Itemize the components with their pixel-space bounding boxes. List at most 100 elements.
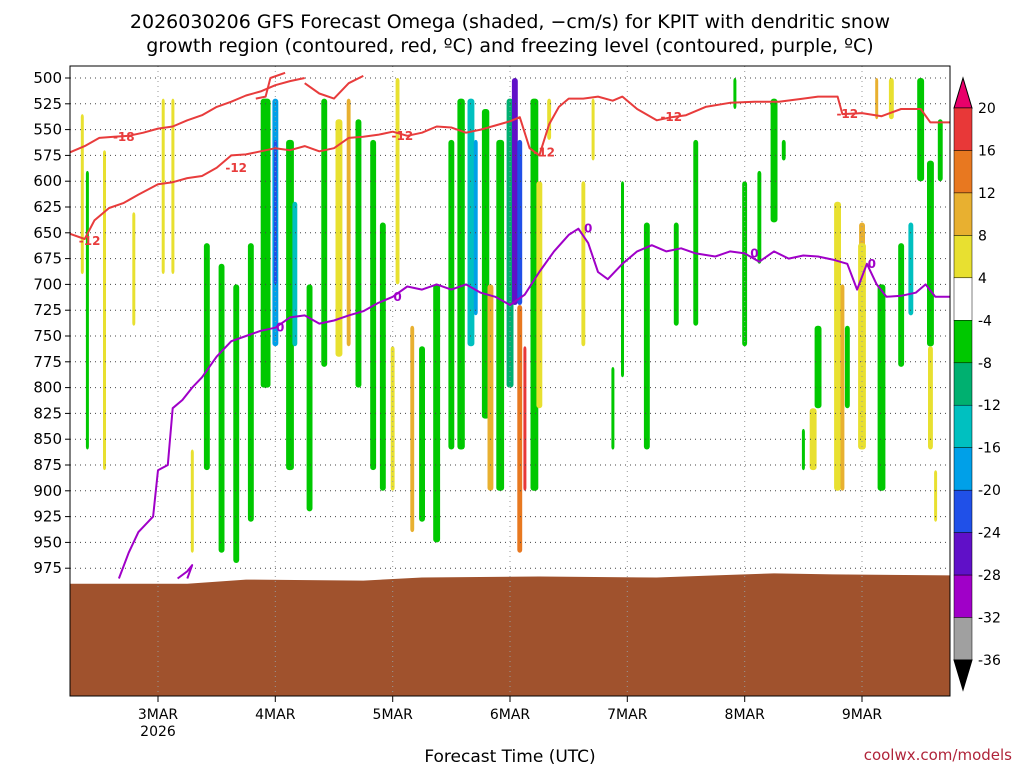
- omega-shade-cell: [928, 346, 933, 450]
- omega-shade-cell: [103, 150, 106, 471]
- omega-shade-cell: [306, 284, 313, 512]
- omega-shade-cell: [875, 78, 879, 120]
- omega-shade-cell: [355, 119, 362, 388]
- omega-shade-cell: [770, 98, 778, 223]
- colorbar-segment: [953, 192, 973, 236]
- contour-label: 0: [750, 246, 758, 260]
- colorbar-label: 12: [978, 186, 996, 202]
- omega-shade-cell: [530, 98, 539, 491]
- omega-shade-cell: [496, 139, 505, 491]
- colorbar-label: -28: [978, 568, 1001, 584]
- colorbar-segment: [953, 617, 973, 661]
- omega-shade-cell: [834, 201, 841, 491]
- x-tick-label: 7MAR: [607, 707, 648, 723]
- omega-shade-cell: [448, 139, 455, 450]
- x-tick-label: 9MAR: [842, 707, 883, 723]
- omega-shade-cell: [517, 139, 523, 305]
- ground-terrain: [70, 573, 950, 696]
- omega-shade-cell: [433, 284, 441, 543]
- omega-shade-cell: [457, 98, 465, 450]
- omega-shade-cell: [335, 119, 343, 357]
- omega-shade-cell: [292, 201, 298, 347]
- colorbar: 20 16 12 8 4 -4 -8 -12 -16 -20 -24 -28 -32 -36: [953, 76, 1001, 692]
- omega-shade-cell: [908, 222, 914, 316]
- contour-label: 0: [868, 257, 876, 271]
- y-tick-label: 875: [33, 456, 62, 474]
- omega-shade-cell: [888, 78, 894, 120]
- contour-label: -12: [533, 145, 555, 159]
- contour-label: 0: [276, 321, 284, 335]
- contour-line: [69, 95, 950, 240]
- x-axis-label: Forecast Time (UTC): [424, 747, 595, 767]
- omega-shade-cell: [523, 346, 527, 491]
- omega-shade-cell: [132, 212, 136, 326]
- contour-line: [117, 227, 950, 579]
- y-tick-label: 525: [33, 95, 62, 113]
- contour-label: -12: [79, 234, 101, 248]
- omega-shade-cell: [260, 98, 271, 388]
- colorbar-segment: [953, 235, 973, 279]
- y-tick-label: 550: [33, 121, 62, 139]
- x-tick-label: 8MAR: [725, 707, 766, 723]
- contour-line: [69, 77, 305, 154]
- colorbar-label: -12: [978, 398, 1001, 414]
- omega-shade-cell: [742, 181, 748, 347]
- y-tick-label: 675: [33, 250, 62, 268]
- omega-shade-cell: [80, 114, 84, 275]
- contour-label: -12: [392, 129, 414, 143]
- source-credit: coolwx.com/models: [864, 746, 1012, 764]
- y-tick-label: 975: [33, 559, 62, 577]
- y-tick-label: 575: [33, 146, 62, 164]
- y-axis-ticks: 500 525 550 575 600 625 650 675 700 725 750 775 800 8…: [33, 69, 70, 577]
- colorbar-label: -20: [978, 483, 1001, 499]
- colorbar-segment: [953, 489, 973, 533]
- contour-label: -12: [660, 110, 682, 124]
- omega-shade-cell: [536, 181, 543, 409]
- y-tick-label: 650: [33, 224, 62, 242]
- omega-shade-cell: [410, 325, 415, 533]
- y-tick-label: 500: [33, 69, 62, 87]
- colorbar-segment: [953, 107, 973, 151]
- plot-area: -18 -12 -12 -12 -12 -12 -12 0 0 0 0 0: [69, 65, 951, 697]
- omega-shade-cell: [233, 284, 240, 563]
- omega-shade-cell: [273, 139, 277, 285]
- omega-shade-cell: [218, 263, 225, 553]
- x-tick-sublabel: 2026: [140, 724, 176, 740]
- contour-line: [177, 564, 194, 580]
- omega-shade-cell: [286, 139, 294, 471]
- colorbar-label: -36: [978, 653, 1001, 669]
- y-tick-label: 850: [33, 430, 62, 448]
- colorbar-segment: [953, 150, 973, 194]
- omega-shade-cell: [506, 98, 514, 388]
- chart-title-line-2: growth region (contoured, red, ºC) and f…: [146, 35, 873, 57]
- colorbar-label: -4: [978, 313, 992, 329]
- omega-shade-cell: [85, 170, 89, 450]
- omega-shade-cell: [844, 325, 850, 409]
- omega-shade-cell: [611, 367, 615, 450]
- omega-shade-cell: [481, 109, 490, 419]
- y-tick-label: 925: [33, 508, 62, 526]
- omega-shade-cell: [643, 222, 650, 450]
- omega-shade-cell: [877, 284, 886, 491]
- colorbar-segment: [953, 320, 973, 364]
- x-tick-label: 4MAR: [255, 707, 296, 723]
- colorbar-segment: [953, 574, 973, 618]
- colorbar-segment: [953, 532, 973, 576]
- colorbar-label: 8: [978, 228, 987, 244]
- omega-shade-cell: [801, 428, 805, 471]
- omega-shade-cell: [840, 284, 845, 491]
- y-tick-label: 950: [33, 533, 62, 551]
- omega-shade-cell: [898, 243, 905, 367]
- contour-label: -12: [225, 161, 247, 175]
- x-tick-label: 6MAR: [490, 707, 531, 723]
- omega-shade-cell: [934, 470, 938, 522]
- omega-shading: [80, 78, 943, 563]
- omega-shade-cell: [511, 78, 518, 305]
- omega-shade-cell: [781, 139, 786, 161]
- colorbar-segment: [953, 404, 973, 448]
- colorbar-label: -16: [978, 441, 1001, 457]
- omega-shade-cell: [547, 98, 552, 140]
- y-tick-label: 800: [33, 379, 62, 397]
- colorbar-segment: [953, 362, 973, 406]
